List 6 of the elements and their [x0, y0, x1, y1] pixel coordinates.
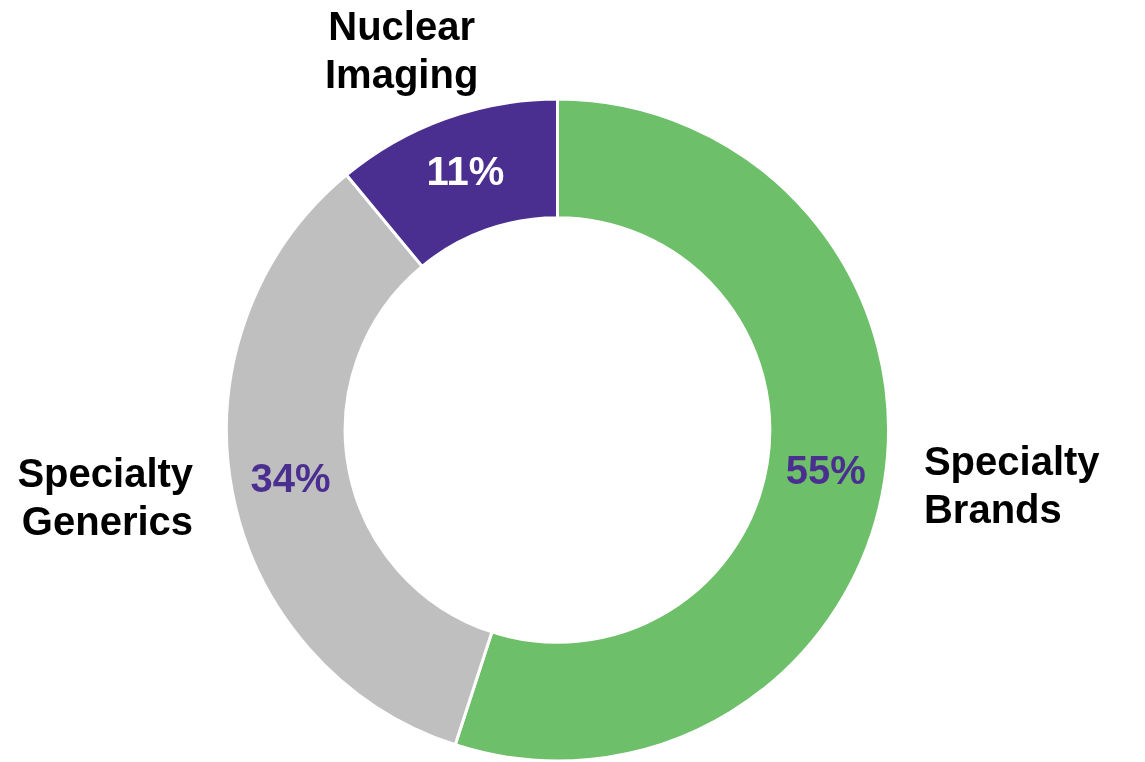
- data-label: 55%: [785, 447, 866, 492]
- slice-label: Specialty Brands: [923, 439, 1101, 532]
- slice-label: Specialty Generics: [17, 450, 194, 543]
- data-label: 11%: [426, 149, 505, 194]
- data-label: 34%: [250, 455, 331, 500]
- slice-label: Nuclear Imaging: [324, 3, 479, 96]
